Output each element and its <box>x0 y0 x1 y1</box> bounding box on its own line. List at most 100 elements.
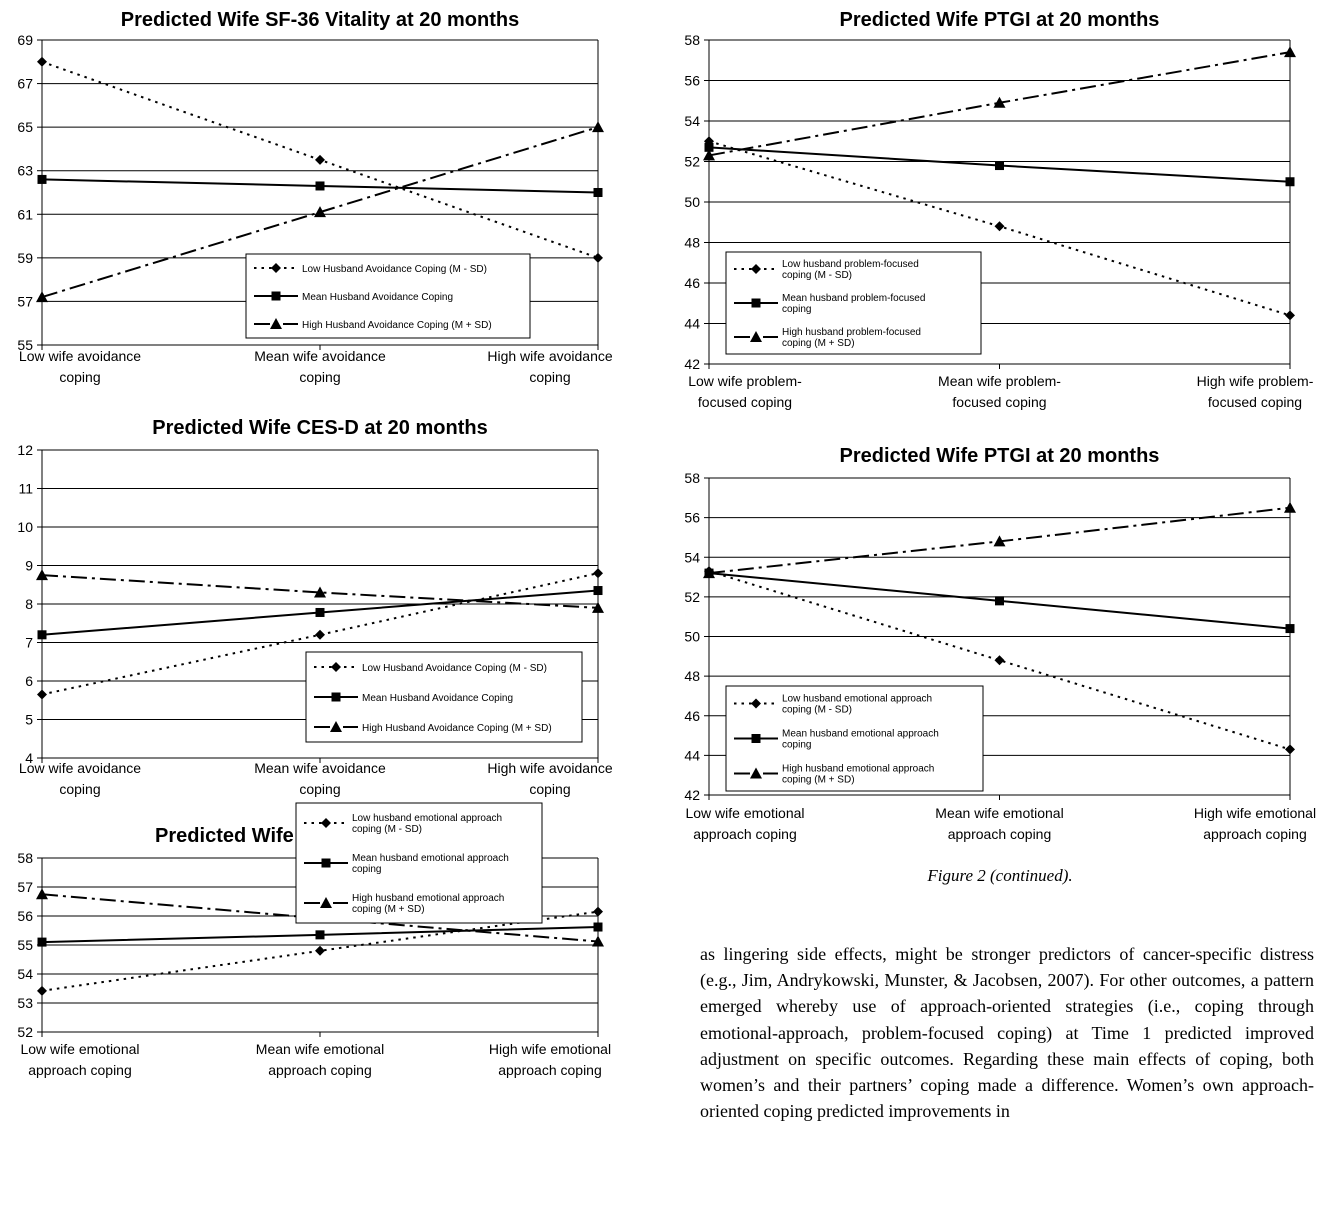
data-point <box>37 985 47 996</box>
legend-label: coping (M - SD) <box>782 270 852 281</box>
y-tick-label: 67 <box>17 76 33 92</box>
legend-marker <box>751 298 761 308</box>
y-tick-label: 46 <box>684 708 700 724</box>
data-point <box>1285 744 1295 755</box>
data-point <box>36 569 48 581</box>
y-tick-label: 55 <box>17 337 33 353</box>
legend-label: coping (M + SD) <box>352 904 425 915</box>
y-tick-label: 52 <box>684 154 700 170</box>
series-mean-husband <box>704 142 1295 187</box>
legend-marker <box>271 291 281 301</box>
legend-label: coping (M + SD) <box>782 775 855 786</box>
x-category-label: Mean wife problem- <box>938 373 1061 389</box>
chart-rdas: Predicted Wife RDAS at 20 months52535455… <box>0 802 620 1208</box>
data-point <box>593 252 603 263</box>
series-high-husband <box>36 121 604 303</box>
x-category-label: coping <box>529 369 570 385</box>
legend-label: coping (M - SD) <box>352 824 422 835</box>
data-point <box>37 937 47 947</box>
y-tick-label: 46 <box>684 275 700 291</box>
data-point <box>37 56 47 67</box>
y-tick-label: 6 <box>25 673 33 689</box>
legend-label: Low husband problem-focused <box>782 259 919 270</box>
chart-title: Predicted Wife SF-36 Vitality at 20 mont… <box>121 9 519 31</box>
data-point <box>593 188 603 197</box>
legend-marker <box>320 897 332 908</box>
data-point <box>593 922 603 932</box>
chart-title: Predicted Wife CES-D at 20 months <box>152 417 487 439</box>
x-category-label: High wife avoidance <box>487 760 613 776</box>
legend-label: Mean Husband Avoidance Coping <box>362 693 513 704</box>
legend-marker <box>321 818 331 828</box>
y-tick-label: 54 <box>684 549 700 565</box>
x-category-label: coping <box>299 781 340 797</box>
data-point <box>1285 310 1295 321</box>
chart-ptgi-problem: Predicted Wife PTGI at 20 months 42 44 46 48… <box>665 0 1325 420</box>
legend-label: Low husband emotional approach <box>352 813 502 824</box>
data-point <box>592 601 604 613</box>
data-point <box>592 935 604 947</box>
x-category-label: High wife emotional <box>1194 805 1316 821</box>
y-tick-label: 57 <box>17 293 33 309</box>
y-tick-label: 12 <box>17 442 33 458</box>
series-mean-husband <box>37 174 603 197</box>
y-tick-label: 50 <box>684 629 700 645</box>
legend-label: coping <box>352 864 381 875</box>
body-paragraph: as lingering side effects, might be stro… <box>700 944 1314 1122</box>
chart-svg: Predicted Wife RDAS at 20 months52535455… <box>17 802 611 1078</box>
data-point <box>315 181 325 191</box>
series-low-husband <box>37 906 603 996</box>
y-tick-label: 53 <box>17 995 33 1011</box>
x-category-label: Low wife emotional <box>685 805 804 821</box>
x-category-label: High wife emotional <box>489 1041 611 1057</box>
legend-marker <box>751 264 761 274</box>
chart-svg: Predicted Wife PTGI at 20 months 42 44 46 48… <box>684 445 1316 842</box>
figure-caption: Figure 2 (continued). <box>927 866 1073 885</box>
data-point <box>994 221 1005 232</box>
data-point <box>315 629 325 640</box>
x-category-label: coping <box>59 781 100 797</box>
x-category-label: approach coping <box>28 1062 132 1078</box>
series-mean-husband <box>37 586 603 640</box>
chart-svg: Predicted Wife PTGI at 20 months 42 44 46 48… <box>684 9 1313 410</box>
x-category-label: coping <box>529 781 570 797</box>
y-tick-label: 4 <box>25 750 33 766</box>
y-tick-label: 11 <box>18 481 33 497</box>
y-tick-label: 56 <box>684 73 700 89</box>
chart-ptgi-emotional: Predicted Wife PTGI at 20 months 42 44 46 48… <box>665 430 1325 850</box>
legend-marker <box>331 662 341 672</box>
data-point <box>315 607 325 617</box>
x-category-label: coping <box>299 369 340 385</box>
x-category-label: High wife avoidance <box>487 348 613 364</box>
data-point <box>314 586 326 598</box>
x-category-label: coping <box>59 369 100 385</box>
data-point <box>593 568 603 579</box>
x-category-label: Low wife avoidance <box>19 760 141 776</box>
legend-label: Mean husband problem-focused <box>782 293 925 304</box>
y-tick-label: 58 <box>17 850 33 866</box>
legend: Low Husband Avoidance Coping (M - SD) Mea… <box>245 253 531 339</box>
y-tick-label: 52 <box>684 589 700 605</box>
legend-marker <box>270 318 282 329</box>
legend-label: High husband emotional approach <box>782 764 934 775</box>
data-point <box>995 161 1004 171</box>
series-high-husband <box>36 569 604 613</box>
series-mean-husband <box>37 922 603 947</box>
series-high-husband <box>703 46 1296 161</box>
data-point <box>1284 46 1296 58</box>
legend-marker <box>271 263 281 273</box>
data-point <box>315 945 325 956</box>
data-point <box>995 596 1004 606</box>
y-tick-label: 48 <box>684 235 700 251</box>
x-category-label: Mean wife avoidance <box>254 760 386 776</box>
data-point <box>37 689 47 700</box>
y-tick-label: 7 <box>25 635 33 651</box>
y-tick-label: 42 <box>684 787 700 803</box>
series-line <box>41 893 599 943</box>
data-point <box>993 96 1006 108</box>
data-point <box>315 154 325 165</box>
legend-marker <box>750 331 762 342</box>
x-category-label: approach coping <box>693 826 797 842</box>
